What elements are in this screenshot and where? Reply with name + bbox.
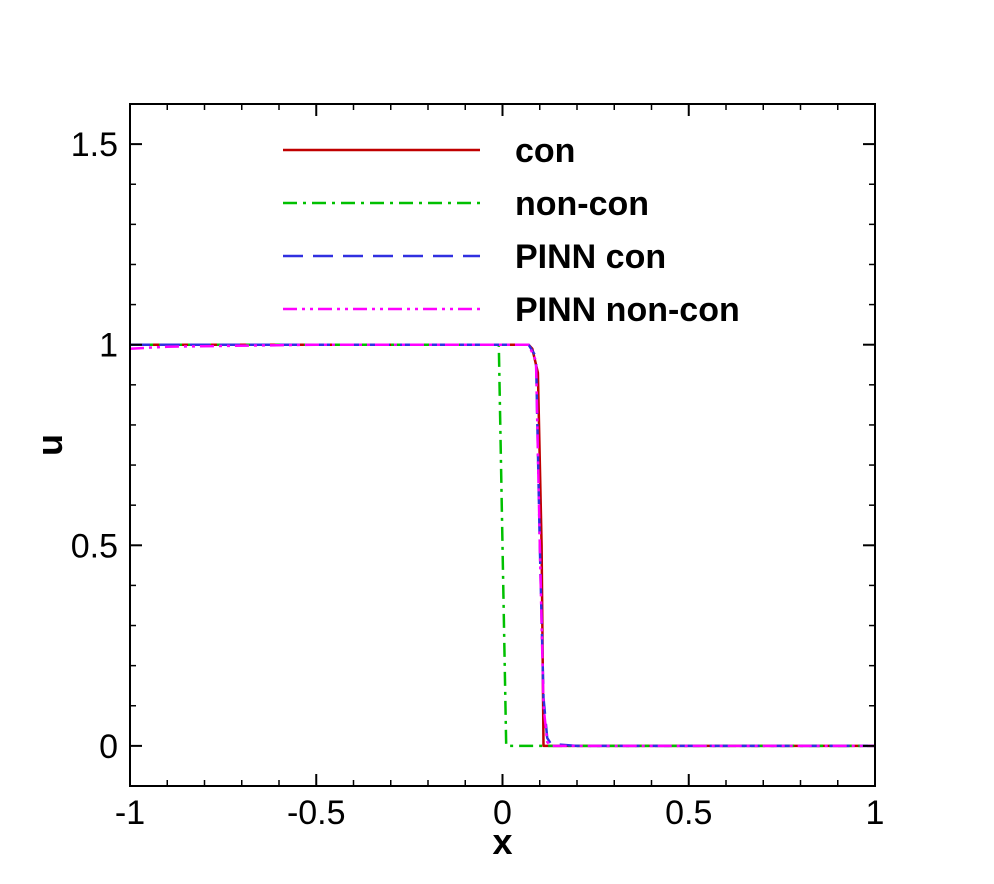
- y-tick-label: 1: [99, 327, 118, 365]
- legend-label-2: non-con: [515, 185, 649, 223]
- legend-label-1: con: [515, 132, 575, 170]
- x-tick-label: -0.5: [287, 794, 346, 832]
- legend-label-4: PINN non-con: [515, 291, 740, 329]
- legend: con non-con PINN con PINN non-con: [283, 132, 740, 329]
- legend-label-3: PINN con: [515, 238, 666, 276]
- series-line-2: [130, 343, 875, 748]
- plot-frame: [129, 103, 876, 787]
- series-line-1: [130, 343, 875, 748]
- x-axis-title: x: [492, 821, 512, 862]
- x-tick-label: -1: [115, 794, 145, 832]
- y-axis-title: u: [29, 434, 70, 456]
- x-tick-label: 1: [866, 794, 885, 832]
- ticks-layer: -1 -0.5 0 0.5 1 0 0.5 1 1.5: [71, 103, 885, 832]
- series-line-3: [130, 343, 875, 748]
- y-tick-label: 0.5: [71, 527, 118, 565]
- y-tick-label: 1.5: [71, 126, 118, 164]
- x-tick-label: 0.5: [665, 794, 712, 832]
- y-tick-label: 0: [99, 728, 118, 766]
- series-line-4: [129, 343, 875, 748]
- x-tick-label: 0: [493, 794, 512, 832]
- series-layer: [129, 343, 875, 748]
